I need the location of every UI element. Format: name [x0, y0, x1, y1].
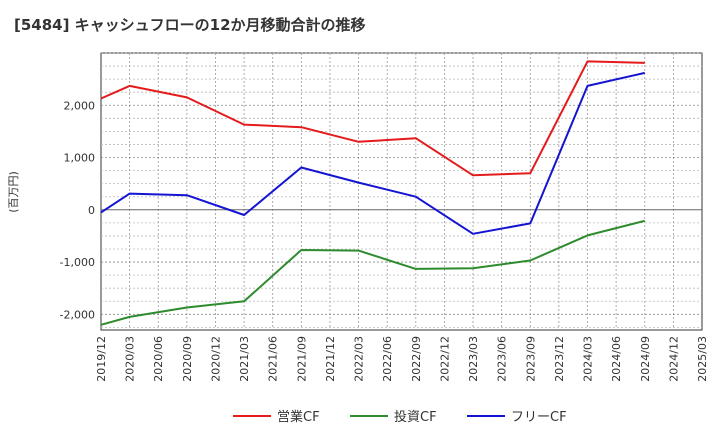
grid-lines — [101, 52, 702, 330]
x-tick-label: 2021/09 — [295, 336, 308, 382]
series-lines — [100, 60, 646, 326]
series-line — [100, 60, 645, 177]
y-tick-label: -2,000 — [60, 308, 95, 321]
x-tick-label: 2024/12 — [667, 336, 680, 382]
series-line — [100, 219, 646, 326]
y-axis-label: (百万円) — [7, 171, 20, 213]
x-tick-label: 2022/03 — [353, 336, 366, 382]
legend-label: フリーCF — [511, 410, 567, 425]
x-tick-label: 2020/09 — [181, 336, 194, 382]
legend: 営業CF 投資CF フリーCF — [233, 409, 567, 425]
x-tick-label: 2021/03 — [238, 336, 251, 382]
legend-label: 営業CF — [277, 409, 320, 425]
y-tick-label: -1,000 — [60, 256, 95, 269]
legend-label: 投資CF — [394, 409, 437, 425]
x-tick-label: 2025/03 — [696, 336, 709, 382]
x-tick-label: 2020/06 — [152, 336, 165, 382]
x-tick-label: 2021/06 — [267, 336, 280, 382]
x-tick-label: 2023/12 — [553, 336, 566, 382]
y-tick-label: 2,000 — [64, 99, 96, 112]
x-tick-label: 2022/12 — [438, 336, 451, 382]
x-tick-label: 2022/06 — [381, 336, 394, 382]
x-tick-label: 2024/06 — [610, 336, 623, 382]
x-tick-label: 2020/03 — [124, 336, 137, 382]
series-line — [100, 71, 646, 235]
x-tick-label: 2022/09 — [410, 336, 423, 382]
x-tick-label: 2020/12 — [209, 336, 222, 382]
x-tick-label: 2023/03 — [467, 336, 480, 382]
x-tick-label: 2021/12 — [324, 336, 337, 382]
x-tick-label: 2023/09 — [524, 336, 537, 382]
x-tick-label: 2023/06 — [496, 336, 509, 382]
x-tick-labels: 2019/12 2020/03 2020/06 2020/09 2020/12 2021/… — [95, 336, 709, 382]
x-tick-label: 2019/12 — [95, 336, 108, 382]
chart-title: [5484] キャッシュフローの12か月移動合計の推移 — [14, 16, 366, 34]
y-tick-label: 0 — [88, 204, 95, 217]
y-tick-labels: 2,000 1,000 0 -1,000 -2,000 — [60, 99, 95, 321]
x-tick-label: 2024/03 — [582, 336, 595, 382]
x-tick-label: 2024/09 — [639, 336, 652, 382]
y-tick-label: 1,000 — [64, 152, 96, 165]
